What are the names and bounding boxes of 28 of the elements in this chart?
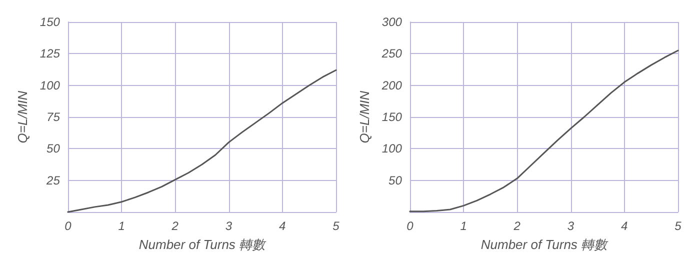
x-tick-label: 5 <box>332 219 340 233</box>
x-tick-label: 3 <box>225 219 232 233</box>
y-tick-label: 50 <box>46 142 60 156</box>
y-axis-title: Q=L/MIN <box>357 90 372 144</box>
x-tick-label: 4 <box>621 219 628 233</box>
y-tick-label: 200 <box>380 78 402 92</box>
x-tick-label: 0 <box>406 219 414 233</box>
x-tick-label: 5 <box>674 219 682 233</box>
y-tick-label: 150 <box>382 110 402 124</box>
x-tick-label: 4 <box>279 219 286 233</box>
y-tick-label: 300 <box>382 15 402 29</box>
x-tick-label: 1 <box>460 219 467 233</box>
x-tick-label: 3 <box>567 219 574 233</box>
y-axis-title: Q=L/MIN <box>15 90 30 144</box>
x-axis-title: Number of Turns 轉數 <box>480 237 610 252</box>
y-tick-label: 125 <box>40 46 60 61</box>
y-tick-label: 50 <box>388 173 402 188</box>
x-tick-label: 2 <box>170 219 179 233</box>
x-tick-label: 0 <box>64 219 72 233</box>
y-tick-label: 25 <box>46 173 60 188</box>
x-axis-title: Number of Turns 轉數 <box>138 237 268 252</box>
y-tick-label: 100 <box>382 142 402 156</box>
y-tick-label: 150 <box>40 15 60 29</box>
y-tick-label: 250 <box>380 46 402 61</box>
x-tick-label: 1 <box>118 219 125 233</box>
y-tick-label: 100 <box>40 78 60 92</box>
x-tick-label: 2 <box>512 219 521 233</box>
y-tick-label: 75 <box>46 110 60 124</box>
